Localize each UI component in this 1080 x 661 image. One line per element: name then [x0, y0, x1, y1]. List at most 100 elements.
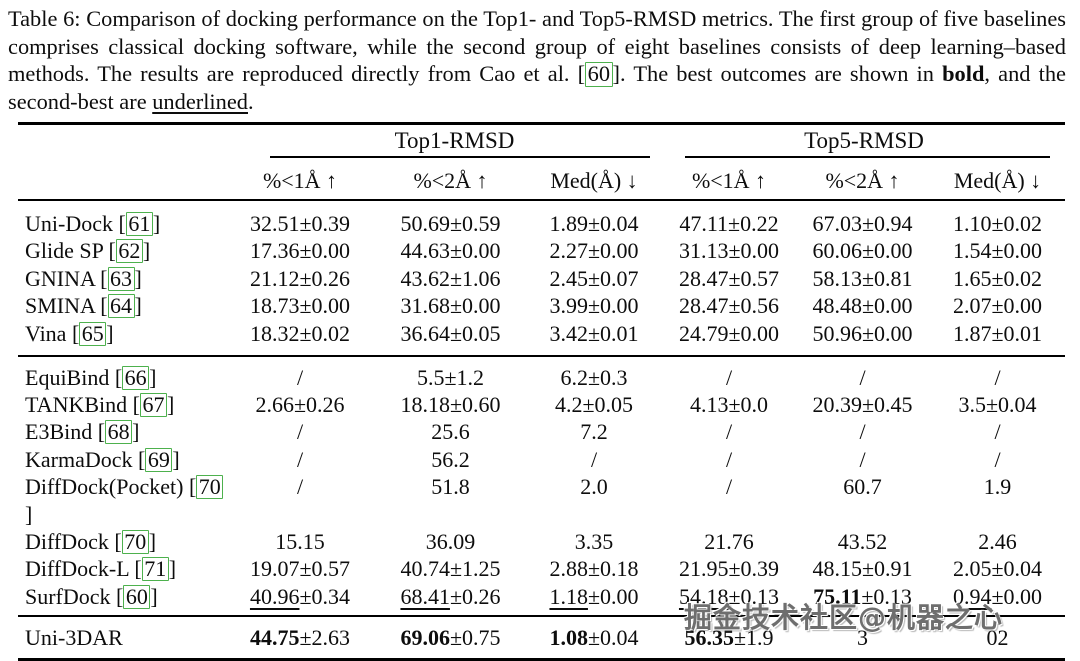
citation-bracket-open: [: [100, 293, 108, 319]
value-main: 50.69: [400, 211, 450, 236]
value-cell: 36.64±0.05: [376, 320, 525, 347]
citation-link[interactable]: 64: [107, 294, 135, 319]
value-main: /: [994, 446, 1001, 472]
value-main: /: [725, 474, 733, 500]
citation-bracket-close: ]: [25, 501, 33, 527]
value-std: ±1.25: [449, 556, 501, 582]
value-main: 43.52: [837, 528, 888, 554]
group-header-underlines: [18, 156, 1065, 162]
value-cell: /: [224, 364, 376, 391]
column-group-header-top5: Top5-RMSD: [804, 128, 924, 153]
table-rule-header: [18, 199, 1065, 201]
value-main: 3.5: [958, 391, 986, 417]
value-std: ±0.00: [299, 293, 351, 319]
value-main: 2.27: [549, 238, 588, 264]
value-cell: /: [930, 418, 1065, 445]
method-name: KarmaDock: [25, 446, 133, 472]
citation-bracket-close: ]: [172, 446, 180, 472]
citation-bracket-open: [: [100, 265, 108, 291]
value-cell: 19.07±0.57: [224, 555, 376, 582]
value-cell: 4.2±0.05: [525, 391, 663, 418]
citation-bracket-close: ]: [149, 364, 157, 390]
table-row: SurfDock [60] 40.96±0.34 68.41±0.26 1.18±0.…: [18, 583, 1065, 610]
value-cell: 17.36±0.00: [224, 237, 376, 264]
value-cell: 44.75±2.63: [224, 624, 376, 651]
citation-link[interactable]: 69: [145, 447, 173, 472]
citation-link[interactable]: 62: [115, 239, 143, 264]
value-std: ±0.02: [299, 320, 351, 346]
value-std: ±0.13: [728, 583, 780, 609]
value-main: 60.06: [812, 238, 862, 264]
value-cell: 6.2±0.3: [525, 364, 663, 391]
value-cell: 43.52: [795, 528, 930, 555]
table-row: TANKBind [67] 2.66±0.26 18.18±0.60 4.2±0.05…: [18, 391, 1065, 418]
value-std: ±0.01: [991, 320, 1043, 346]
value-cell: 18.18±0.60: [376, 391, 525, 418]
value-std: ±2.63: [299, 624, 351, 650]
table-row: GNINA [63] 21.12±0.26 43.62±1.06 2.45±0.07 2…: [18, 265, 1065, 292]
value-main: 32.51: [249, 211, 300, 236]
value-main: 47.11: [679, 211, 729, 236]
caption-bold-word: bold: [942, 61, 985, 87]
citation-link[interactable]: 67: [139, 392, 167, 417]
value-main: 67.03: [812, 211, 862, 236]
value-main: 18.73: [249, 293, 300, 319]
citation-link[interactable]: 70: [121, 529, 149, 554]
citation-link[interactable]: 71: [141, 557, 169, 582]
value-main: 58.13: [812, 265, 862, 291]
value-main: 2.66: [255, 391, 294, 417]
value-main: 48.48: [812, 293, 862, 319]
value-cell: 2.07±0.00: [930, 292, 1065, 319]
value-main: 3.99: [549, 293, 588, 319]
classical-docking-group: Uni-Dock [61] 32.51±0.39 50.69±0.59 1.89±0.…: [18, 201, 1065, 355]
citation-link[interactable]: 68: [105, 420, 133, 445]
value-cell: 1.54±0.00: [930, 237, 1065, 264]
value-main: /: [725, 364, 733, 390]
value-cell: 40.74±1.25: [376, 555, 525, 582]
value-cell: /: [930, 364, 1065, 391]
table-rule-top: [18, 122, 1065, 125]
citation-bracket-close: ]: [142, 238, 151, 264]
deep-learning-group: EquiBind [66]/5.5±1.2 6.2±0.3// / TANKBind …: [18, 357, 1065, 616]
value-cell: 44.63±0.00: [376, 237, 525, 264]
caption-text: Table 6: Comparison of docking performan…: [8, 6, 1066, 87]
citation-link[interactable]: 66: [122, 365, 150, 390]
value-main: /: [859, 419, 866, 445]
method-name: DiffDock: [25, 528, 109, 554]
column-group-header-top1: Top1-RMSD: [394, 128, 515, 153]
value-cell: 43.62±1.06: [376, 265, 525, 292]
value-main: /: [859, 446, 866, 472]
value-cell: 15.15: [224, 528, 376, 555]
table-rule-top5-span: [685, 156, 1050, 158]
value-cell: 20.39±0.45: [795, 391, 930, 418]
citation-bracket-close: ]: [168, 556, 177, 582]
value-main: 48.15: [812, 556, 862, 582]
value-main: 1.54: [952, 238, 992, 264]
value-std: ±1.06: [449, 265, 501, 291]
value-main: 02: [986, 624, 1009, 650]
value-std: ±0.59: [449, 211, 501, 236]
citation-link[interactable]: 65: [79, 321, 107, 346]
citation-link[interactable]: 60: [123, 584, 151, 609]
value-main: 28.47: [678, 293, 729, 319]
column-header: %<2Å ↑: [413, 168, 488, 193]
value-main: /: [859, 364, 866, 390]
value-std: ±0.45: [861, 391, 913, 417]
citation-link[interactable]: 70: [196, 475, 224, 500]
method-cell: DiffDock(Pocket) [70]: [18, 473, 224, 528]
value-main: 51.8: [431, 474, 470, 500]
value-cell: 3.99±0.00: [525, 292, 663, 319]
value-cell: 28.47±0.57: [663, 265, 795, 292]
value-cell: 2.27±0.00: [525, 237, 663, 264]
value-std: ±0.04: [985, 391, 1037, 417]
value-cell: 48.48±0.00: [795, 292, 930, 319]
method-name: EquiBind: [25, 364, 110, 390]
value-std: ±0.04: [991, 556, 1043, 582]
citation-link[interactable]: 60: [585, 62, 613, 87]
value-cell: /: [224, 418, 376, 445]
citation-link[interactable]: 63: [107, 266, 135, 291]
caption-underlined-word: underlined: [152, 88, 248, 114]
value-main: 1.08: [549, 624, 588, 650]
value-cell: 60.7: [795, 473, 930, 528]
citation-link[interactable]: 61: [125, 212, 153, 236]
